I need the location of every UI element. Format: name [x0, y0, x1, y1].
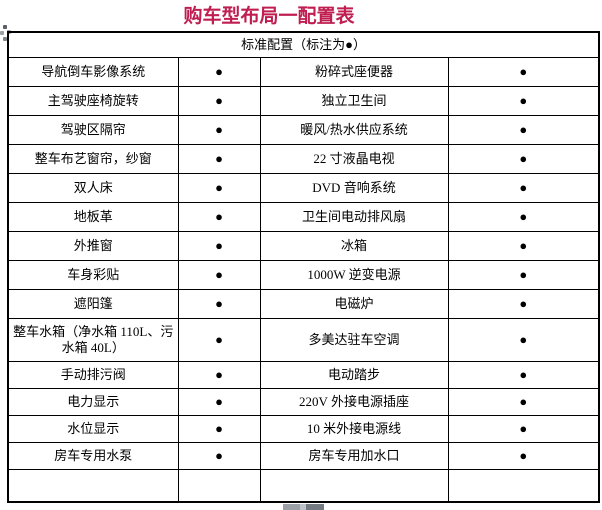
item-cell-left: 手动排污阀	[7, 361, 179, 389]
table-row: 驾驶区隔帘 ● 暖风/热水供应系统 ●	[7, 115, 600, 145]
config-table-body: 标准配置（标注为●） 导航倒车影像系统 ● 粉碎式座便器 ● 主驾驶座椅旋转 ● 独立卫生间…	[7, 31, 600, 503]
table-resize-bar[interactable]	[283, 504, 324, 510]
standard-mark-right: ●	[447, 260, 600, 290]
standard-mark-right	[447, 469, 600, 503]
table-row: 手动排污阀 ● 电动踏步 ●	[7, 361, 600, 389]
item-cell-left: 驾驶区隔帘	[7, 115, 179, 145]
table-row: 地板革 ● 卫生间电动排风扇 ●	[7, 202, 600, 232]
table-row: 整车水箱（净水箱 110L、污水箱 40L） ● 多美达驻车空调 ●	[7, 318, 600, 362]
standard-mark-right: ●	[447, 144, 600, 174]
table-row: 导航倒车影像系统 ● 粉碎式座便器 ●	[7, 57, 600, 87]
item-cell-left: 房车专用水泵	[7, 442, 179, 470]
standard-mark-left: ●	[177, 361, 261, 389]
table-row: 外推窗 ● 冰箱 ●	[7, 231, 600, 261]
page-title: 购车型布局一配置表	[183, 6, 355, 27]
item-cell-right: 22 寸液晶电视	[259, 144, 449, 174]
item-cell-right: 房车专用加水口	[259, 442, 449, 470]
handle-dot	[3, 25, 7, 29]
standard-mark-right: ●	[447, 231, 600, 261]
standard-mark-right: ●	[447, 57, 600, 87]
item-cell-right: 1000W 逆变电源	[259, 260, 449, 290]
item-cell-right: 粉碎式座便器	[259, 57, 449, 87]
table-header-cell: 标准配置（标注为●）	[7, 31, 600, 58]
item-cell-left: 双人床	[7, 173, 179, 203]
table-header-row: 标准配置（标注为●）	[7, 31, 600, 58]
standard-mark-right: ●	[447, 415, 600, 443]
handle-dot	[3, 37, 7, 41]
item-cell-right: 冰箱	[259, 231, 449, 261]
item-cell-left: 地板革	[7, 202, 179, 232]
table-row: 车身彩贴 ● 1000W 逆变电源 ●	[7, 260, 600, 290]
standard-mark-right: ●	[447, 318, 600, 362]
item-cell-right: 10 米外接电源线	[259, 415, 449, 443]
item-cell-left: 车身彩贴	[7, 260, 179, 290]
item-cell-right: 220V 外接电源插座	[259, 388, 449, 416]
item-cell-left: 外推窗	[7, 231, 179, 261]
item-cell-right: 多美达驻车空调	[259, 318, 449, 362]
item-cell-left	[7, 469, 179, 503]
standard-mark-right: ●	[447, 361, 600, 389]
item-cell-left: 遮阳篷	[7, 289, 179, 319]
standard-mark-left: ●	[177, 260, 261, 290]
standard-mark-right: ●	[447, 202, 600, 232]
standard-mark-left: ●	[177, 318, 261, 362]
table-row: 整车布艺窗帘，纱窗 ● 22 寸液晶电视 ●	[7, 144, 600, 174]
standard-mark-left: ●	[177, 115, 261, 145]
standard-mark-left: ●	[177, 442, 261, 470]
standard-mark-right: ●	[447, 388, 600, 416]
standard-mark-left	[177, 469, 261, 503]
table-row: 水位显示 ● 10 米外接电源线 ●	[7, 415, 600, 443]
item-cell-right: 卫生间电动排风扇	[259, 202, 449, 232]
standard-mark-left: ●	[177, 144, 261, 174]
item-cell-left: 电力显示	[7, 388, 179, 416]
item-cell-left: 整车布艺窗帘，纱窗	[7, 144, 179, 174]
config-table: 标准配置（标注为●） 导航倒车影像系统 ● 粉碎式座便器 ● 主驾驶座椅旋转 ● 独立卫生间…	[7, 31, 601, 503]
standard-mark-left: ●	[177, 86, 261, 116]
table-row	[7, 469, 600, 503]
standard-mark-left: ●	[177, 57, 261, 87]
table-row: 电力显示 ● 220V 外接电源插座 ●	[7, 388, 600, 416]
standard-mark-left: ●	[177, 388, 261, 416]
item-cell-left: 水位显示	[7, 415, 179, 443]
standard-mark-left: ●	[177, 173, 261, 203]
item-cell-right: 独立卫生间	[259, 86, 449, 116]
standard-mark-left: ●	[177, 231, 261, 261]
table-row: 主驾驶座椅旋转 ● 独立卫生间 ●	[7, 86, 600, 116]
handle-dot	[0, 31, 4, 35]
item-cell-right: DVD 音响系统	[259, 173, 449, 203]
standard-mark-left: ●	[177, 202, 261, 232]
item-cell-right	[259, 469, 449, 503]
standard-mark-right: ●	[447, 173, 600, 203]
standard-mark-left: ●	[177, 289, 261, 319]
item-cell-left: 主驾驶座椅旋转	[7, 86, 179, 116]
standard-mark-right: ●	[447, 86, 600, 116]
standard-mark-left: ●	[177, 415, 261, 443]
table-row: 遮阳篷 ● 电磁炉 ●	[7, 289, 600, 319]
item-cell-right: 电磁炉	[259, 289, 449, 319]
standard-mark-right: ●	[447, 442, 600, 470]
item-cell-right: 电动踏步	[259, 361, 449, 389]
table-row: 房车专用水泵 ● 房车专用加水口 ●	[7, 442, 600, 470]
item-cell-left: 整车水箱（净水箱 110L、污水箱 40L）	[7, 318, 179, 362]
table-row: 双人床 ● DVD 音响系统 ●	[7, 173, 600, 203]
standard-mark-right: ●	[447, 289, 600, 319]
item-cell-right: 暖风/热水供应系统	[259, 115, 449, 145]
item-cell-left: 导航倒车影像系统	[7, 57, 179, 87]
standard-mark-right: ●	[447, 115, 600, 145]
